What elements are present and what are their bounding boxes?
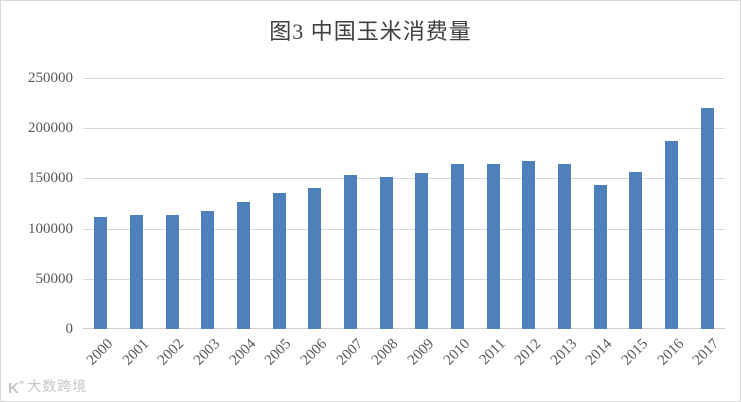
x-tick-label: 2017 — [689, 336, 723, 369]
y-tick-label: 200000 — [28, 120, 73, 137]
bar-2010 — [451, 164, 464, 329]
x-tick-label: 2007 — [333, 336, 366, 369]
x-tick-label: 2005 — [261, 336, 295, 369]
plot-area — [83, 78, 725, 329]
bar-2011 — [487, 164, 500, 329]
x-tick-label: 2009 — [404, 336, 438, 369]
x-tick-label: 2014 — [582, 336, 616, 369]
bar-2004 — [237, 202, 250, 329]
y-tick-label: 150000 — [28, 170, 73, 187]
y-tick-label: 50000 — [35, 270, 74, 287]
x-tick-label: 2010 — [440, 336, 473, 369]
bar-2006 — [308, 188, 321, 329]
x-tick-label: 2013 — [547, 336, 580, 369]
x-tick-label: 2012 — [511, 336, 545, 369]
bar-2013 — [558, 164, 571, 329]
watermark: K°° 大数跨境 — [4, 374, 96, 398]
y-tick-label: 100000 — [28, 220, 73, 237]
bar-2001 — [130, 215, 143, 329]
x-tick-label: 2001 — [119, 336, 152, 369]
bar-2016 — [665, 141, 678, 329]
bar-2017 — [701, 108, 714, 329]
x-tick-label: 2004 — [226, 336, 259, 369]
y-tick-label: 250000 — [28, 70, 73, 86]
watermark-text: 大数跨境 — [27, 380, 88, 395]
gridline — [83, 78, 725, 79]
chart-title: 图3 中国玉米消费量 — [269, 19, 472, 44]
x-tick-label: 2002 — [154, 336, 188, 369]
x-axis-line — [83, 328, 725, 329]
x-tick-label: 2015 — [618, 336, 652, 369]
x-tick-label: 2000 — [83, 336, 117, 369]
x-tick-label: 2006 — [297, 336, 331, 369]
gridline — [83, 229, 725, 230]
bar-2007 — [344, 175, 357, 329]
bar-2002 — [166, 215, 179, 329]
bar-2003 — [201, 211, 214, 329]
bar-2015 — [629, 172, 642, 329]
x-tick-label: 2003 — [190, 336, 224, 369]
bar-2000 — [94, 217, 107, 329]
x-tick-label: 2016 — [654, 336, 687, 369]
bar-2012 — [522, 161, 535, 329]
bar-2008 — [380, 177, 393, 329]
gridline — [83, 279, 725, 280]
y-tick-label: 0 — [65, 321, 74, 337]
bar-2014 — [594, 185, 607, 329]
x-tick-label: 2011 — [476, 336, 509, 369]
gridline — [83, 128, 725, 129]
x-tick-label: 2008 — [368, 336, 402, 369]
watermark-logo-icon: K°° — [8, 379, 24, 397]
bar-2009 — [415, 173, 428, 329]
gridline — [83, 178, 725, 179]
bar-2005 — [273, 193, 286, 329]
